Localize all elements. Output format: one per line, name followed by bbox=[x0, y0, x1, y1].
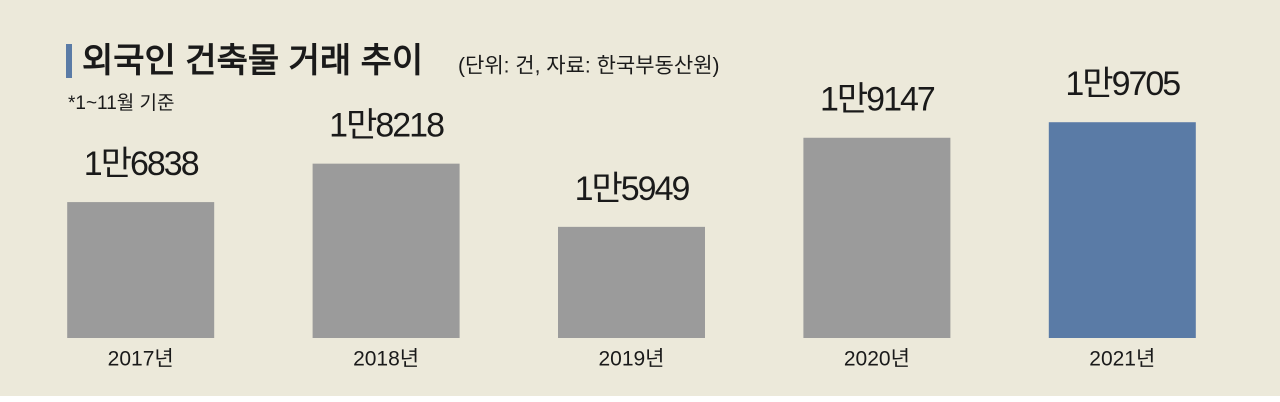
x-tick-label: 2021년 bbox=[1089, 348, 1155, 371]
value-label: 1만6838 bbox=[84, 145, 199, 183]
value-label: 1만9705 bbox=[1065, 65, 1180, 103]
title-marker bbox=[66, 44, 72, 78]
bar bbox=[312, 163, 460, 338]
chart-note: *1~11월 기준 bbox=[68, 92, 175, 114]
x-tick-label: 2019년 bbox=[598, 348, 664, 371]
chart-subtitle: (단위: 건, 자료: 한국부동산원) bbox=[458, 55, 720, 78]
x-tick-label: 2018년 bbox=[353, 348, 419, 371]
value-label: 1만8218 bbox=[329, 107, 444, 145]
bar bbox=[1048, 122, 1196, 338]
x-tick-label: 2017년 bbox=[108, 348, 174, 371]
x-tick-label: 2020년 bbox=[844, 348, 910, 371]
value-label: 1만9147 bbox=[820, 81, 935, 119]
bar bbox=[558, 226, 705, 338]
bar bbox=[67, 202, 215, 338]
value-label: 1만5949 bbox=[575, 170, 690, 208]
bar bbox=[803, 137, 951, 338]
chart-title: 외국인 건축물 거래 추이 bbox=[82, 42, 423, 80]
